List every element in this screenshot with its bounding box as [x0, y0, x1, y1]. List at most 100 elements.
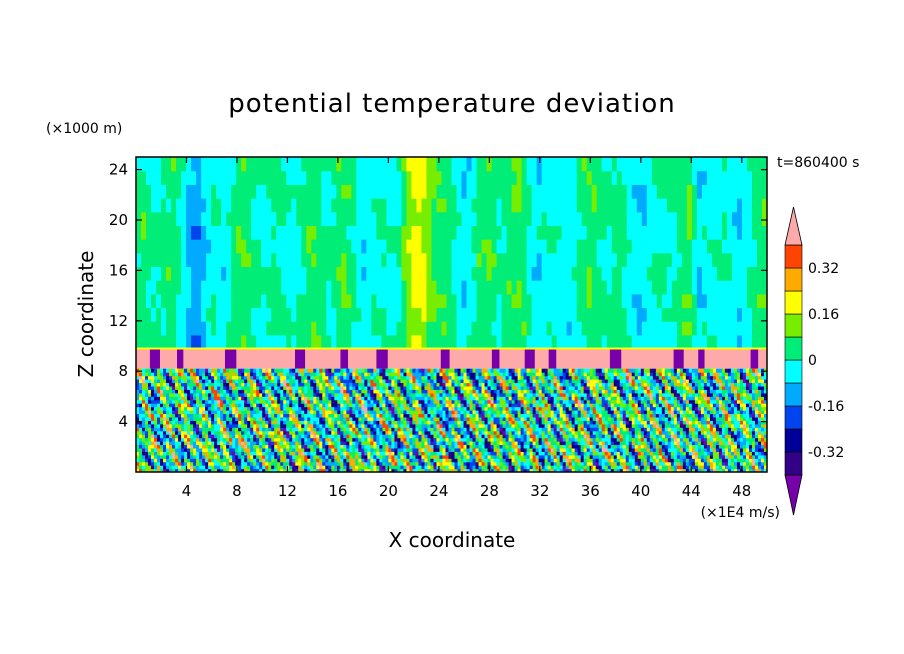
lower-cell	[439, 403, 444, 408]
upper-cell	[336, 157, 342, 172]
lower-cell	[376, 434, 380, 439]
upper-cell	[431, 239, 438, 254]
lower-cell	[298, 465, 302, 470]
upper-cell	[276, 252, 282, 268]
lower-cell	[235, 372, 239, 377]
lower-cell	[178, 406, 182, 411]
upper-cell	[381, 211, 387, 226]
upper-cell	[626, 334, 633, 350]
lower-cell	[172, 461, 176, 466]
lower-cell	[319, 399, 323, 404]
lower-cell	[220, 451, 224, 456]
upper-cell	[516, 225, 523, 240]
lower-cell	[244, 375, 248, 380]
lower-cell	[376, 375, 380, 380]
upper-cell	[606, 321, 613, 336]
lower-cell	[310, 461, 314, 466]
lower-cell	[226, 458, 230, 463]
lower-cell	[148, 372, 152, 377]
lower-cell	[397, 461, 402, 466]
lower-cell	[424, 416, 429, 421]
lower-cell	[382, 372, 386, 377]
lower-cell	[439, 379, 444, 384]
lower-cell	[340, 379, 344, 384]
lower-cell	[262, 423, 266, 428]
upper-cell	[156, 225, 162, 240]
lower-cell	[274, 389, 278, 394]
upper-cell	[511, 211, 518, 226]
lower-cell	[223, 372, 227, 377]
lower-cell	[307, 399, 311, 404]
lower-cell	[259, 379, 263, 384]
lower-cell	[196, 410, 200, 415]
lower-cell	[442, 385, 447, 390]
upper-cell	[606, 293, 613, 309]
lower-cell	[355, 416, 359, 421]
upper-cell	[326, 307, 332, 322]
lower-cell	[430, 461, 435, 466]
upper-cell	[691, 334, 698, 350]
upper-cell	[711, 252, 718, 268]
lower-cell	[448, 410, 453, 415]
lower-cell	[349, 368, 353, 373]
lower-cell	[274, 454, 278, 459]
lower-cell	[256, 461, 260, 466]
lower-cell	[193, 454, 197, 459]
upper-cell	[296, 170, 302, 185]
upper-cell	[546, 293, 553, 309]
upper-cell	[581, 157, 588, 172]
upper-cell	[676, 252, 683, 268]
lower-cell	[208, 368, 212, 373]
upper-cell	[576, 184, 583, 199]
upper-cell	[446, 266, 453, 281]
upper-cell	[271, 293, 277, 309]
lower-cell	[277, 410, 281, 415]
lower-cell	[325, 399, 329, 404]
lower-cell	[187, 392, 191, 397]
lower-cell	[178, 454, 182, 459]
upper-cell	[176, 157, 182, 172]
upper-cell	[536, 280, 543, 295]
lower-cell	[217, 406, 221, 411]
lower-cell	[385, 458, 389, 463]
lower-cell	[202, 451, 206, 456]
upper-cell	[461, 225, 468, 240]
lower-cell	[298, 430, 302, 435]
upper-cell	[436, 252, 443, 268]
lower-cell	[271, 382, 275, 387]
lower-cell	[430, 389, 435, 394]
lower-cell	[349, 379, 353, 384]
lower-cell	[208, 396, 212, 401]
lower-cell	[181, 396, 185, 401]
lower-cell	[247, 399, 251, 404]
upper-cell	[311, 239, 317, 254]
upper-cell	[491, 170, 498, 185]
upper-cell	[276, 198, 282, 213]
upper-cell	[426, 307, 433, 322]
upper-cell	[171, 334, 177, 350]
lower-cell	[217, 382, 221, 387]
upper-cell	[331, 307, 337, 322]
lower-cell	[376, 430, 380, 435]
lower-cell	[196, 423, 200, 428]
lower-cell	[316, 458, 320, 463]
lower-cell	[301, 444, 305, 449]
upper-cell	[501, 293, 508, 309]
lower-cell	[451, 396, 456, 401]
upper-cell	[366, 157, 372, 172]
lower-cell	[280, 406, 284, 411]
lower-cell	[226, 410, 230, 415]
lower-cell	[349, 385, 353, 390]
lower-cell	[388, 372, 393, 377]
lower-cell	[340, 392, 344, 397]
upper-cell	[396, 293, 403, 309]
lower-cell	[157, 458, 161, 463]
upper-cell	[691, 307, 698, 322]
upper-cell	[401, 293, 408, 309]
upper-cell	[186, 225, 192, 240]
upper-cell	[186, 239, 192, 254]
lower-cell	[361, 458, 365, 463]
lower-cell	[427, 441, 432, 446]
lower-cell	[310, 423, 314, 428]
lower-cell	[418, 437, 423, 442]
